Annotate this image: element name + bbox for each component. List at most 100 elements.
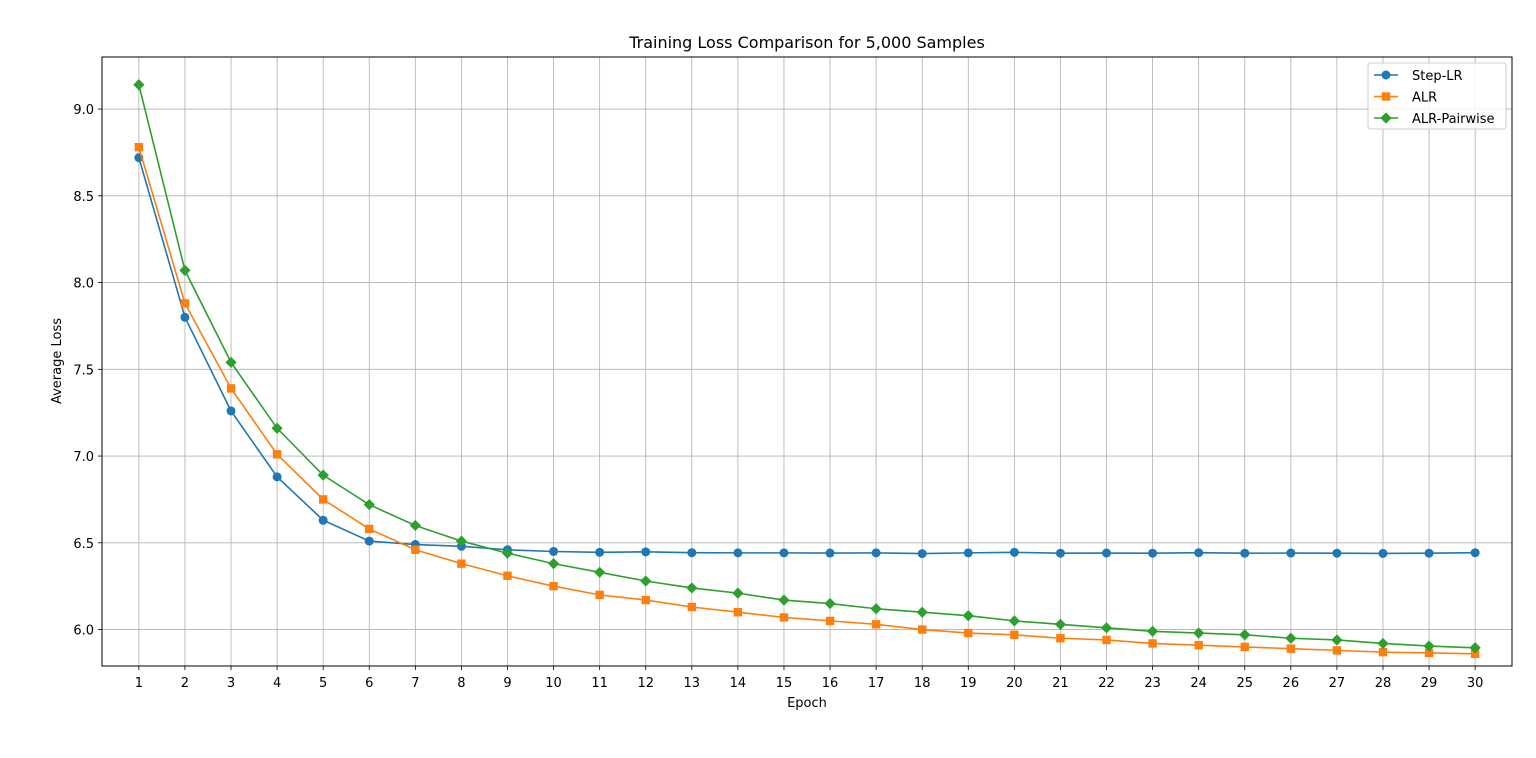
data-point-step-lr [733,548,743,558]
data-point-alr [687,602,697,612]
x-tick-label: 16 [822,676,839,691]
x-tick-label: 24 [1190,676,1207,691]
legend-label-step-lr: Step-LR [1412,69,1463,84]
data-point-step-lr [595,547,605,557]
data-point-alr [318,495,328,504]
data-point-alr-pairwise [409,519,421,532]
data-point-step-lr [917,549,927,559]
axis-ticks: 1 2 3 4 5 6 7 8 9 10 11 12 13 14 15 16 17 18 19 20 21 22 23 24 2… [73,103,1483,691]
x-tick-label: 23 [1144,676,1161,691]
data-point-step-lr [180,312,190,322]
x-tick-label: 17 [868,676,885,691]
data-point-step-lr [1424,548,1434,558]
legend-item-step-lr: Step-LR [1374,69,1463,84]
data-point-alr-pairwise [1193,627,1205,639]
data-point-alr [1286,644,1296,653]
data-point-alr [134,143,144,152]
y-tick-label: 7.0 [73,450,94,465]
data-point-alr-pairwise [1100,622,1113,634]
data-point-step-lr [1286,548,1296,558]
data-point-alr [226,384,236,393]
data-point-alr-pairwise [271,422,283,434]
data-point-alr-pairwise [778,594,790,606]
data-point-alr-pairwise [732,587,744,599]
x-axis-label: Epoch [787,696,827,711]
x-tick-label: 15 [776,676,793,691]
series-lines [133,79,1481,659]
data-point-step-lr [1332,548,1342,558]
data-point-step-lr [1055,548,1065,558]
data-point-alr-pairwise [1146,625,1159,637]
data-point-alr [641,595,650,605]
x-tick-label: 28 [1375,676,1392,691]
data-point-alr [1332,646,1342,655]
series-line-alr [138,146,1476,655]
data-point-alr-pairwise [225,356,237,368]
data-point-alr [411,545,420,554]
data-point-alr [1470,649,1480,659]
data-point-alr-pairwise [640,575,652,587]
x-tick-label: 9 [503,676,511,691]
legend-box [1367,62,1507,130]
legend-marker-step-lr [1381,70,1391,80]
data-point-step-lr [226,406,236,416]
data-point-alr-pairwise [179,264,191,277]
data-point-alr [365,524,374,534]
data-point-alr-pairwise [686,582,698,594]
data-point-step-lr [318,515,328,525]
y-tick-label: 6.5 [73,537,94,552]
data-point-alr [1378,647,1388,657]
y-tick-label: 9.0 [73,103,94,118]
x-tick-label: 25 [1236,676,1253,691]
data-point-alr [1424,648,1434,658]
x-tick-label: 13 [684,676,701,691]
data-point-alr [871,620,881,629]
plot-area-frame [101,56,1513,667]
data-point-alr-pairwise [870,603,882,615]
data-point-alr [549,581,558,591]
x-tick-label: 20 [1006,676,1023,691]
series-step-lr [134,153,1480,559]
data-point-alr-pairwise [962,610,974,622]
legend-marker-alr [1381,92,1391,101]
data-point-step-lr [1009,547,1019,557]
data-point-alr-pairwise [1423,640,1435,652]
data-point-step-lr [1470,548,1480,558]
data-point-alr-pairwise [1469,642,1481,654]
data-point-step-lr [1240,548,1250,558]
data-point-step-lr [963,548,973,558]
data-point-alr [733,608,743,617]
x-tick-label: 27 [1329,676,1346,691]
x-tick-label: 1 [135,676,143,691]
data-point-alr-pairwise [455,535,468,547]
legend-label-alr-pairwise: ALR-Pairwise [1412,112,1495,127]
x-tick-label: 30 [1467,676,1484,691]
data-point-alr-pairwise [501,547,514,559]
data-point-alr-pairwise [1331,634,1343,646]
data-point-alr-pairwise [317,469,329,481]
legend-label-alr: ALR [1412,91,1437,106]
x-tick-label: 2 [181,676,189,691]
data-point-alr-pairwise [1285,632,1297,644]
chart-title: Training Loss Comparison for 5,000 Sampl… [628,33,985,52]
data-point-alr [917,625,927,634]
x-tick-label: 19 [960,676,977,691]
data-point-alr-pairwise [916,606,928,618]
y-tick-label: 6.0 [73,624,94,639]
data-point-step-lr [641,547,651,557]
series-line-alr-pairwise [138,84,1476,649]
y-axis-label: Average Loss [50,318,65,404]
legend: Step-LR ALR ALR-Pairwise [1367,62,1507,130]
data-point-alr-pairwise [363,499,375,511]
data-point-alr-pairwise [1008,615,1020,627]
x-tick-label: 12 [637,676,654,691]
data-point-alr [825,616,835,626]
data-point-alr [1194,640,1203,650]
x-tick-label: 22 [1098,676,1115,691]
data-point-step-lr [364,536,374,546]
data-point-step-lr [1194,548,1204,558]
data-point-alr-pairwise [1239,629,1251,641]
y-tick-label: 8.0 [73,277,94,292]
